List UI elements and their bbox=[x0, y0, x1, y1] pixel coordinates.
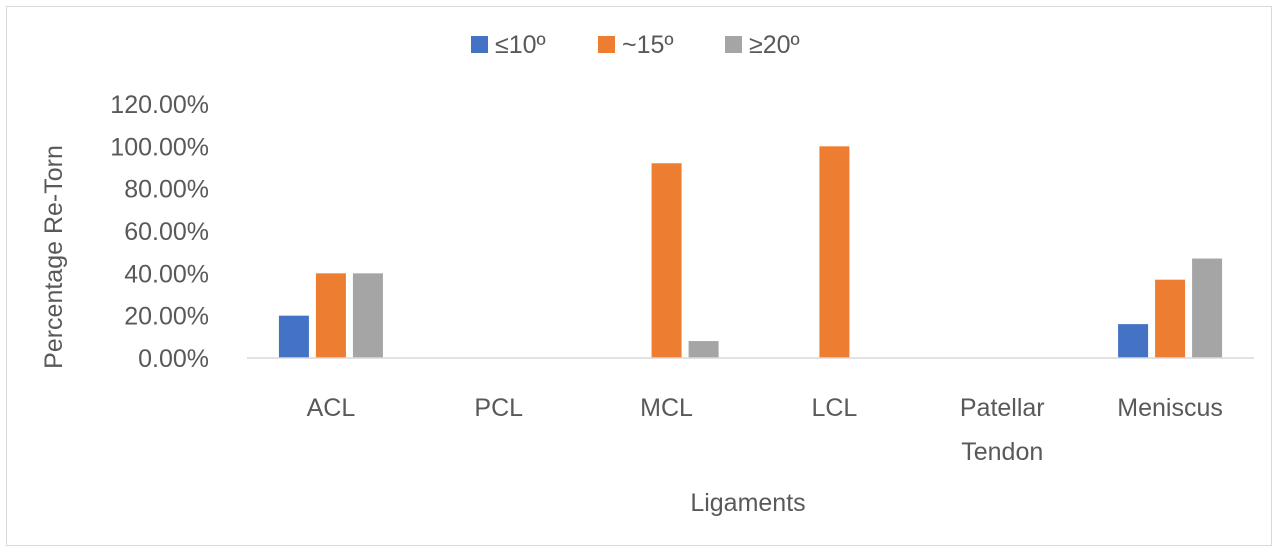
bar bbox=[1192, 258, 1223, 358]
x-axis-title: Ligaments bbox=[690, 489, 805, 517]
bar bbox=[819, 146, 850, 358]
x-tick-label: LCL bbox=[811, 394, 857, 422]
legend: ≤10º ~15º ≥20º bbox=[471, 31, 800, 59]
x-tick-label: Patellar bbox=[960, 394, 1045, 422]
x-tick-label: ACL bbox=[307, 394, 356, 422]
bar bbox=[352, 273, 383, 358]
bar bbox=[278, 315, 309, 358]
legend-label: ~15º bbox=[622, 31, 674, 59]
x-tick-label: Tendon bbox=[961, 438, 1043, 466]
x-tick-label: MCL bbox=[640, 394, 693, 422]
y-axis: 0.00% 20.00% 40.00% 60.00% 80.00% 100.00% 120.… bbox=[110, 91, 209, 373]
y-axis-title: Percentage Re-Torn bbox=[40, 145, 68, 369]
legend-label: ≤10º bbox=[495, 31, 546, 59]
bar bbox=[315, 273, 346, 358]
y-tick-label: 40.00% bbox=[124, 260, 209, 288]
bars bbox=[278, 146, 1223, 358]
legend-swatch bbox=[598, 36, 615, 53]
y-tick-label: 100.00% bbox=[110, 133, 209, 161]
y-tick-label: 60.00% bbox=[124, 218, 209, 246]
y-tick-label: 0.00% bbox=[138, 345, 209, 373]
x-tick-label: Meniscus bbox=[1117, 394, 1223, 422]
chart-frame bbox=[6, 6, 1272, 546]
bar bbox=[1155, 279, 1186, 358]
legend-label: ≥20º bbox=[749, 31, 800, 59]
y-tick-label: 80.00% bbox=[124, 176, 209, 204]
y-tick-label: 20.00% bbox=[124, 303, 209, 331]
bar bbox=[651, 163, 682, 358]
y-tick-label: 120.00% bbox=[110, 91, 209, 119]
x-axis: ACL PCL MCL LCL Patellar Tendon Meniscus bbox=[247, 357, 1254, 466]
legend-swatch bbox=[725, 36, 742, 53]
bar bbox=[688, 341, 719, 358]
x-tick-label: PCL bbox=[474, 394, 523, 422]
bar bbox=[1118, 324, 1149, 358]
legend-swatch bbox=[471, 36, 488, 53]
